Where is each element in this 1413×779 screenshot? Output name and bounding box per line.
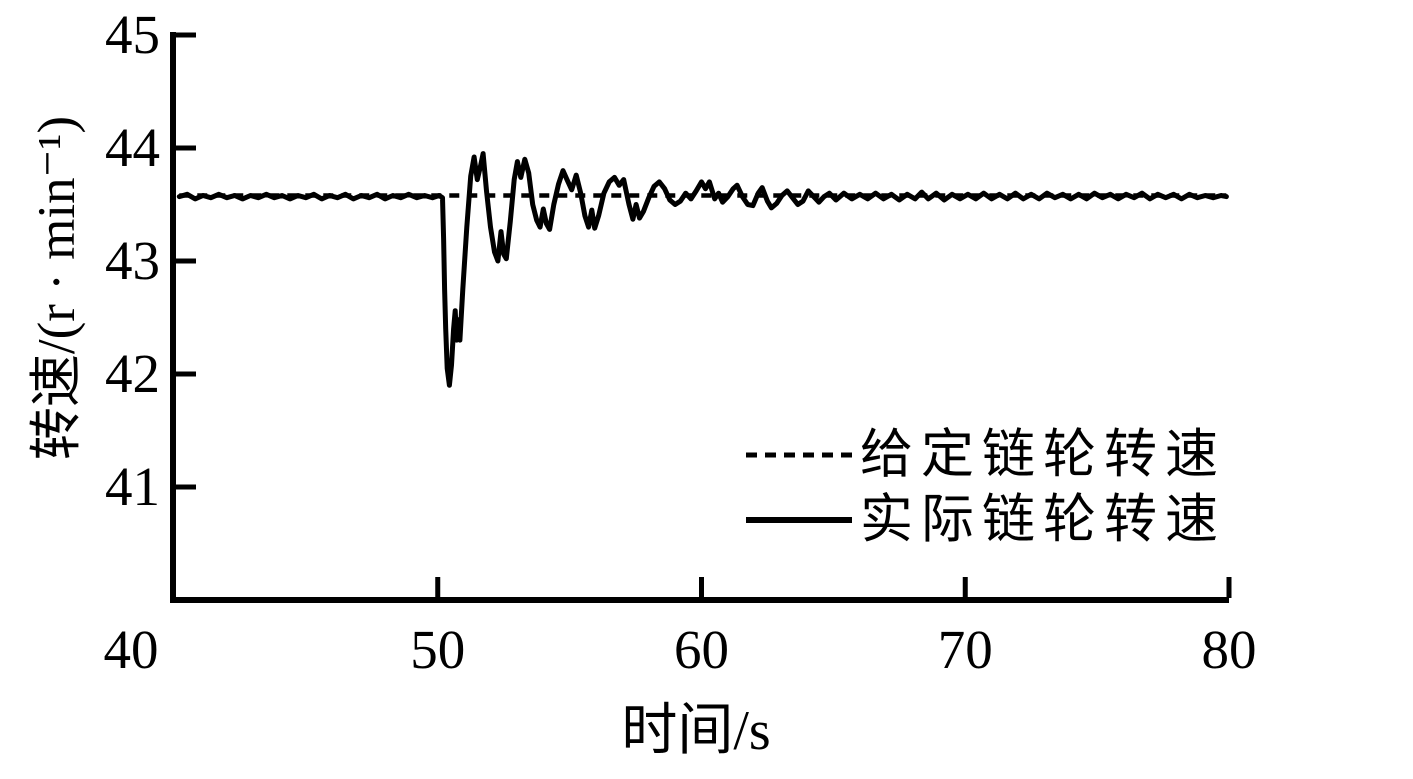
actual-speed-line <box>176 151 1229 388</box>
x-tick-label: 70 <box>937 619 993 680</box>
legend-label-given: 给定链轮转速 <box>860 426 1226 484</box>
axes <box>170 32 1229 603</box>
x-tick-label: 80 <box>1201 619 1257 680</box>
y-tick-label: 44 <box>105 117 160 178</box>
y-tick-label: 45 <box>105 4 160 65</box>
axis-ticks <box>175 32 1232 598</box>
x-axis-title: 时间/s <box>621 700 771 762</box>
legend-label-actual: 实际链轮转速 <box>860 491 1226 549</box>
y-tick-label: 43 <box>105 230 160 291</box>
x-tick-label: 50 <box>410 619 466 680</box>
y-tick-label: 41 <box>105 456 160 517</box>
y-tick-label: 42 <box>105 343 160 404</box>
x-tick-label: 40 <box>103 619 159 680</box>
x-tick-label: 60 <box>674 619 729 680</box>
